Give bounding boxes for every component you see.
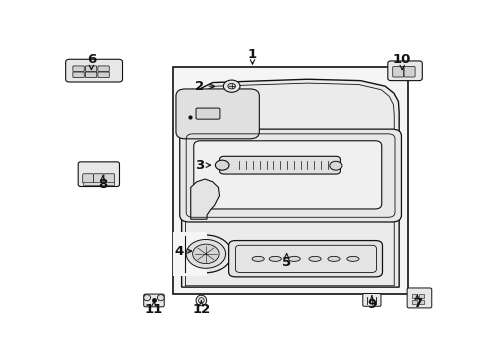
Bar bbox=[418, 300, 423, 304]
FancyBboxPatch shape bbox=[143, 294, 164, 307]
Text: 1: 1 bbox=[247, 48, 257, 61]
Text: 12: 12 bbox=[192, 303, 210, 316]
FancyBboxPatch shape bbox=[98, 66, 109, 72]
Circle shape bbox=[192, 244, 219, 264]
Ellipse shape bbox=[252, 256, 264, 261]
Ellipse shape bbox=[287, 256, 300, 261]
Bar bbox=[418, 294, 423, 298]
FancyBboxPatch shape bbox=[65, 59, 122, 82]
FancyBboxPatch shape bbox=[104, 174, 114, 183]
Circle shape bbox=[186, 239, 225, 268]
FancyBboxPatch shape bbox=[85, 72, 97, 77]
FancyBboxPatch shape bbox=[176, 89, 259, 139]
Polygon shape bbox=[190, 179, 219, 219]
FancyBboxPatch shape bbox=[196, 108, 220, 119]
FancyBboxPatch shape bbox=[180, 129, 401, 222]
Text: 11: 11 bbox=[144, 303, 163, 316]
Ellipse shape bbox=[198, 298, 204, 303]
Circle shape bbox=[227, 84, 235, 89]
Ellipse shape bbox=[268, 256, 281, 261]
FancyBboxPatch shape bbox=[82, 174, 93, 183]
FancyBboxPatch shape bbox=[362, 293, 380, 306]
Text: 9: 9 bbox=[366, 298, 376, 311]
Ellipse shape bbox=[346, 256, 358, 261]
Bar bbox=[173, 232, 206, 276]
Text: 10: 10 bbox=[392, 53, 410, 66]
Text: 4: 4 bbox=[174, 244, 183, 258]
FancyBboxPatch shape bbox=[73, 66, 84, 72]
Ellipse shape bbox=[308, 256, 321, 261]
FancyBboxPatch shape bbox=[228, 240, 382, 277]
FancyBboxPatch shape bbox=[78, 162, 119, 186]
Ellipse shape bbox=[157, 294, 164, 301]
Bar bbox=[411, 294, 416, 298]
FancyBboxPatch shape bbox=[407, 288, 431, 308]
Circle shape bbox=[223, 80, 240, 92]
Text: 8: 8 bbox=[98, 178, 107, 191]
Ellipse shape bbox=[196, 295, 206, 306]
Bar bbox=[173, 67, 407, 294]
Ellipse shape bbox=[143, 294, 150, 301]
FancyBboxPatch shape bbox=[85, 66, 97, 72]
Text: 7: 7 bbox=[412, 297, 421, 310]
Circle shape bbox=[180, 235, 231, 273]
Bar bbox=[411, 300, 416, 304]
Ellipse shape bbox=[327, 256, 339, 261]
Polygon shape bbox=[181, 79, 398, 287]
FancyBboxPatch shape bbox=[193, 141, 381, 209]
Text: 3: 3 bbox=[194, 159, 203, 172]
Text: 6: 6 bbox=[87, 53, 96, 66]
Circle shape bbox=[215, 160, 228, 170]
FancyBboxPatch shape bbox=[403, 67, 414, 77]
FancyBboxPatch shape bbox=[387, 61, 422, 81]
FancyBboxPatch shape bbox=[392, 67, 403, 77]
Bar bbox=[83, 182, 114, 185]
FancyBboxPatch shape bbox=[93, 174, 104, 183]
Text: 2: 2 bbox=[195, 80, 203, 93]
Circle shape bbox=[329, 161, 341, 170]
Text: 5: 5 bbox=[282, 256, 290, 269]
FancyBboxPatch shape bbox=[219, 156, 340, 174]
FancyBboxPatch shape bbox=[73, 72, 84, 77]
FancyBboxPatch shape bbox=[98, 72, 109, 77]
